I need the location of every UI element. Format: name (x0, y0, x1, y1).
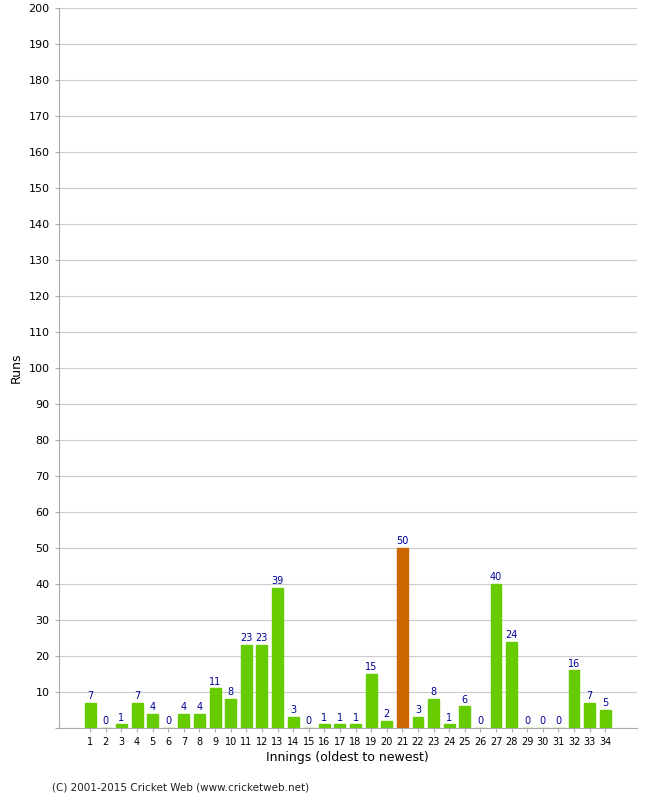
Text: 4: 4 (181, 702, 187, 712)
Bar (84, 703, 96, 728)
Bar (179, 714, 189, 728)
Bar (288, 718, 298, 728)
Text: 0: 0 (103, 716, 109, 726)
Text: 7: 7 (586, 691, 593, 701)
Text: 15: 15 (365, 662, 378, 672)
Text: (C) 2001-2015 Cricket Web (www.cricketweb.net): (C) 2001-2015 Cricket Web (www.cricketwe… (52, 782, 309, 792)
Bar (460, 706, 470, 728)
Bar (444, 725, 454, 728)
Text: 50: 50 (396, 536, 409, 546)
Text: 0: 0 (477, 716, 484, 726)
Bar (257, 645, 267, 728)
Bar (319, 725, 330, 728)
Bar (241, 645, 252, 728)
Text: 3: 3 (290, 706, 296, 715)
Text: 1: 1 (446, 713, 452, 722)
Bar (584, 703, 595, 728)
Text: 1: 1 (321, 713, 328, 722)
Text: 1: 1 (352, 713, 359, 722)
Text: 4: 4 (150, 702, 156, 712)
Text: 11: 11 (209, 677, 221, 686)
Text: 0: 0 (540, 716, 546, 726)
Text: 40: 40 (490, 572, 502, 582)
Bar (272, 587, 283, 728)
Text: 6: 6 (462, 694, 468, 705)
Text: 7: 7 (87, 691, 94, 701)
Bar (382, 721, 392, 728)
Bar (428, 699, 439, 728)
Text: 0: 0 (555, 716, 562, 726)
Text: 8: 8 (227, 687, 234, 698)
Text: 1: 1 (337, 713, 343, 722)
Bar (413, 718, 423, 728)
Bar (194, 714, 205, 728)
Bar (491, 584, 501, 728)
Bar (147, 714, 158, 728)
Text: 5: 5 (602, 698, 608, 708)
Text: 0: 0 (306, 716, 312, 726)
Bar (397, 548, 408, 728)
Bar (116, 725, 127, 728)
Text: 8: 8 (430, 687, 437, 698)
Text: 3: 3 (415, 706, 421, 715)
Text: 2: 2 (384, 709, 390, 719)
Text: 0: 0 (524, 716, 530, 726)
Bar (350, 725, 361, 728)
Bar (210, 688, 220, 728)
Text: 39: 39 (272, 576, 283, 586)
X-axis label: Innings (oldest to newest): Innings (oldest to newest) (266, 751, 429, 764)
Bar (366, 674, 376, 728)
Text: 7: 7 (134, 691, 140, 701)
Text: 4: 4 (196, 702, 203, 712)
Text: 0: 0 (165, 716, 172, 726)
Bar (569, 670, 580, 728)
Y-axis label: Runs: Runs (10, 353, 23, 383)
Text: 24: 24 (506, 630, 518, 640)
Bar (226, 699, 236, 728)
Bar (506, 642, 517, 728)
Text: 16: 16 (568, 658, 580, 669)
Bar (131, 703, 142, 728)
Text: 1: 1 (118, 713, 125, 722)
Bar (600, 710, 611, 728)
Text: 23: 23 (240, 634, 252, 643)
Bar (335, 725, 345, 728)
Text: 23: 23 (255, 634, 268, 643)
